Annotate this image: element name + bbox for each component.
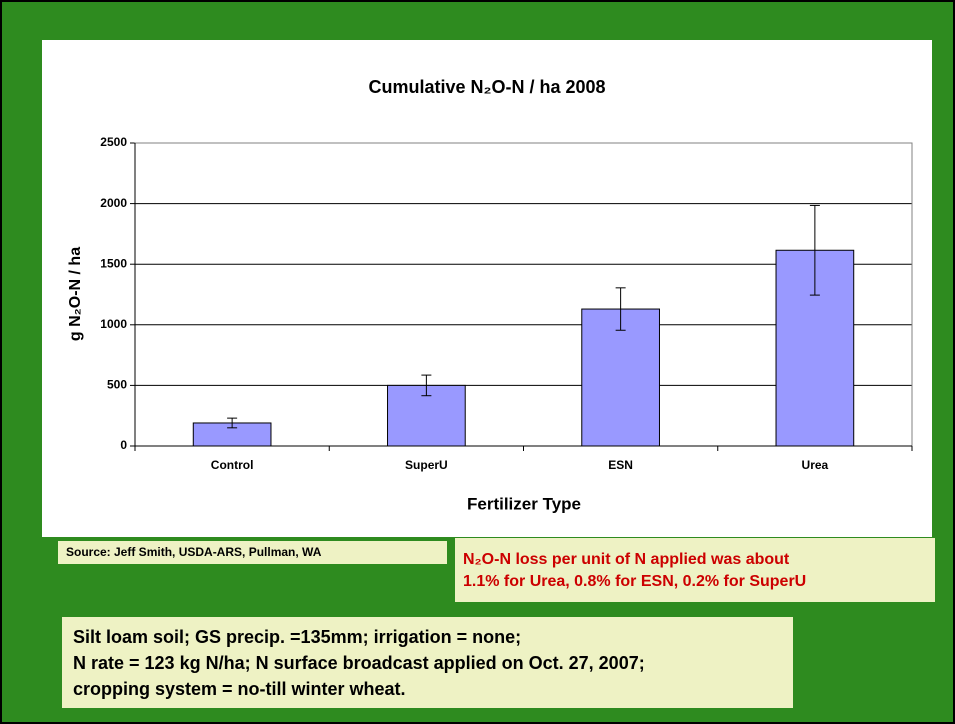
source: Source: Jeff Smith, USDA-ARS, Pullman, W… — [66, 545, 322, 559]
source-box — [58, 541, 447, 564]
x-tick-label: ESN — [608, 458, 633, 472]
y-tick-label: 0 — [120, 438, 127, 452]
footer-line: Silt loam soil; GS precip. =135mm; irrig… — [73, 627, 521, 647]
y-tick-label: 500 — [107, 378, 127, 392]
footer-line: N rate = 123 kg N/ha; N surface broadcas… — [73, 653, 645, 673]
x-tick-label: Control — [211, 458, 254, 472]
x-tick-label: SuperU — [405, 458, 448, 472]
bar — [581, 308, 660, 447]
y-tick-label: 2500 — [100, 135, 127, 149]
note-line: N₂O-N loss per unit of N applied was abo… — [463, 551, 790, 568]
x-axis-title: Fertilizer Type — [467, 494, 581, 513]
footer-line: cropping system = no-till winter wheat. — [73, 679, 406, 699]
bar — [387, 384, 466, 447]
note-line: 1.1% for Urea, 0.8% for ESN, 0.2% for Su… — [463, 573, 806, 590]
y-tick-label: 2000 — [100, 196, 127, 210]
footer-box — [62, 617, 793, 708]
y-tick-label: 1000 — [100, 317, 127, 331]
y-axis-title: g N₂O-N / ha — [67, 247, 84, 341]
y-tick-label: 1500 — [100, 256, 127, 270]
x-tick-label: Urea — [802, 458, 829, 472]
chart-title: Cumulative N₂O-N / ha 2008 — [368, 77, 605, 97]
note-box — [455, 538, 935, 602]
